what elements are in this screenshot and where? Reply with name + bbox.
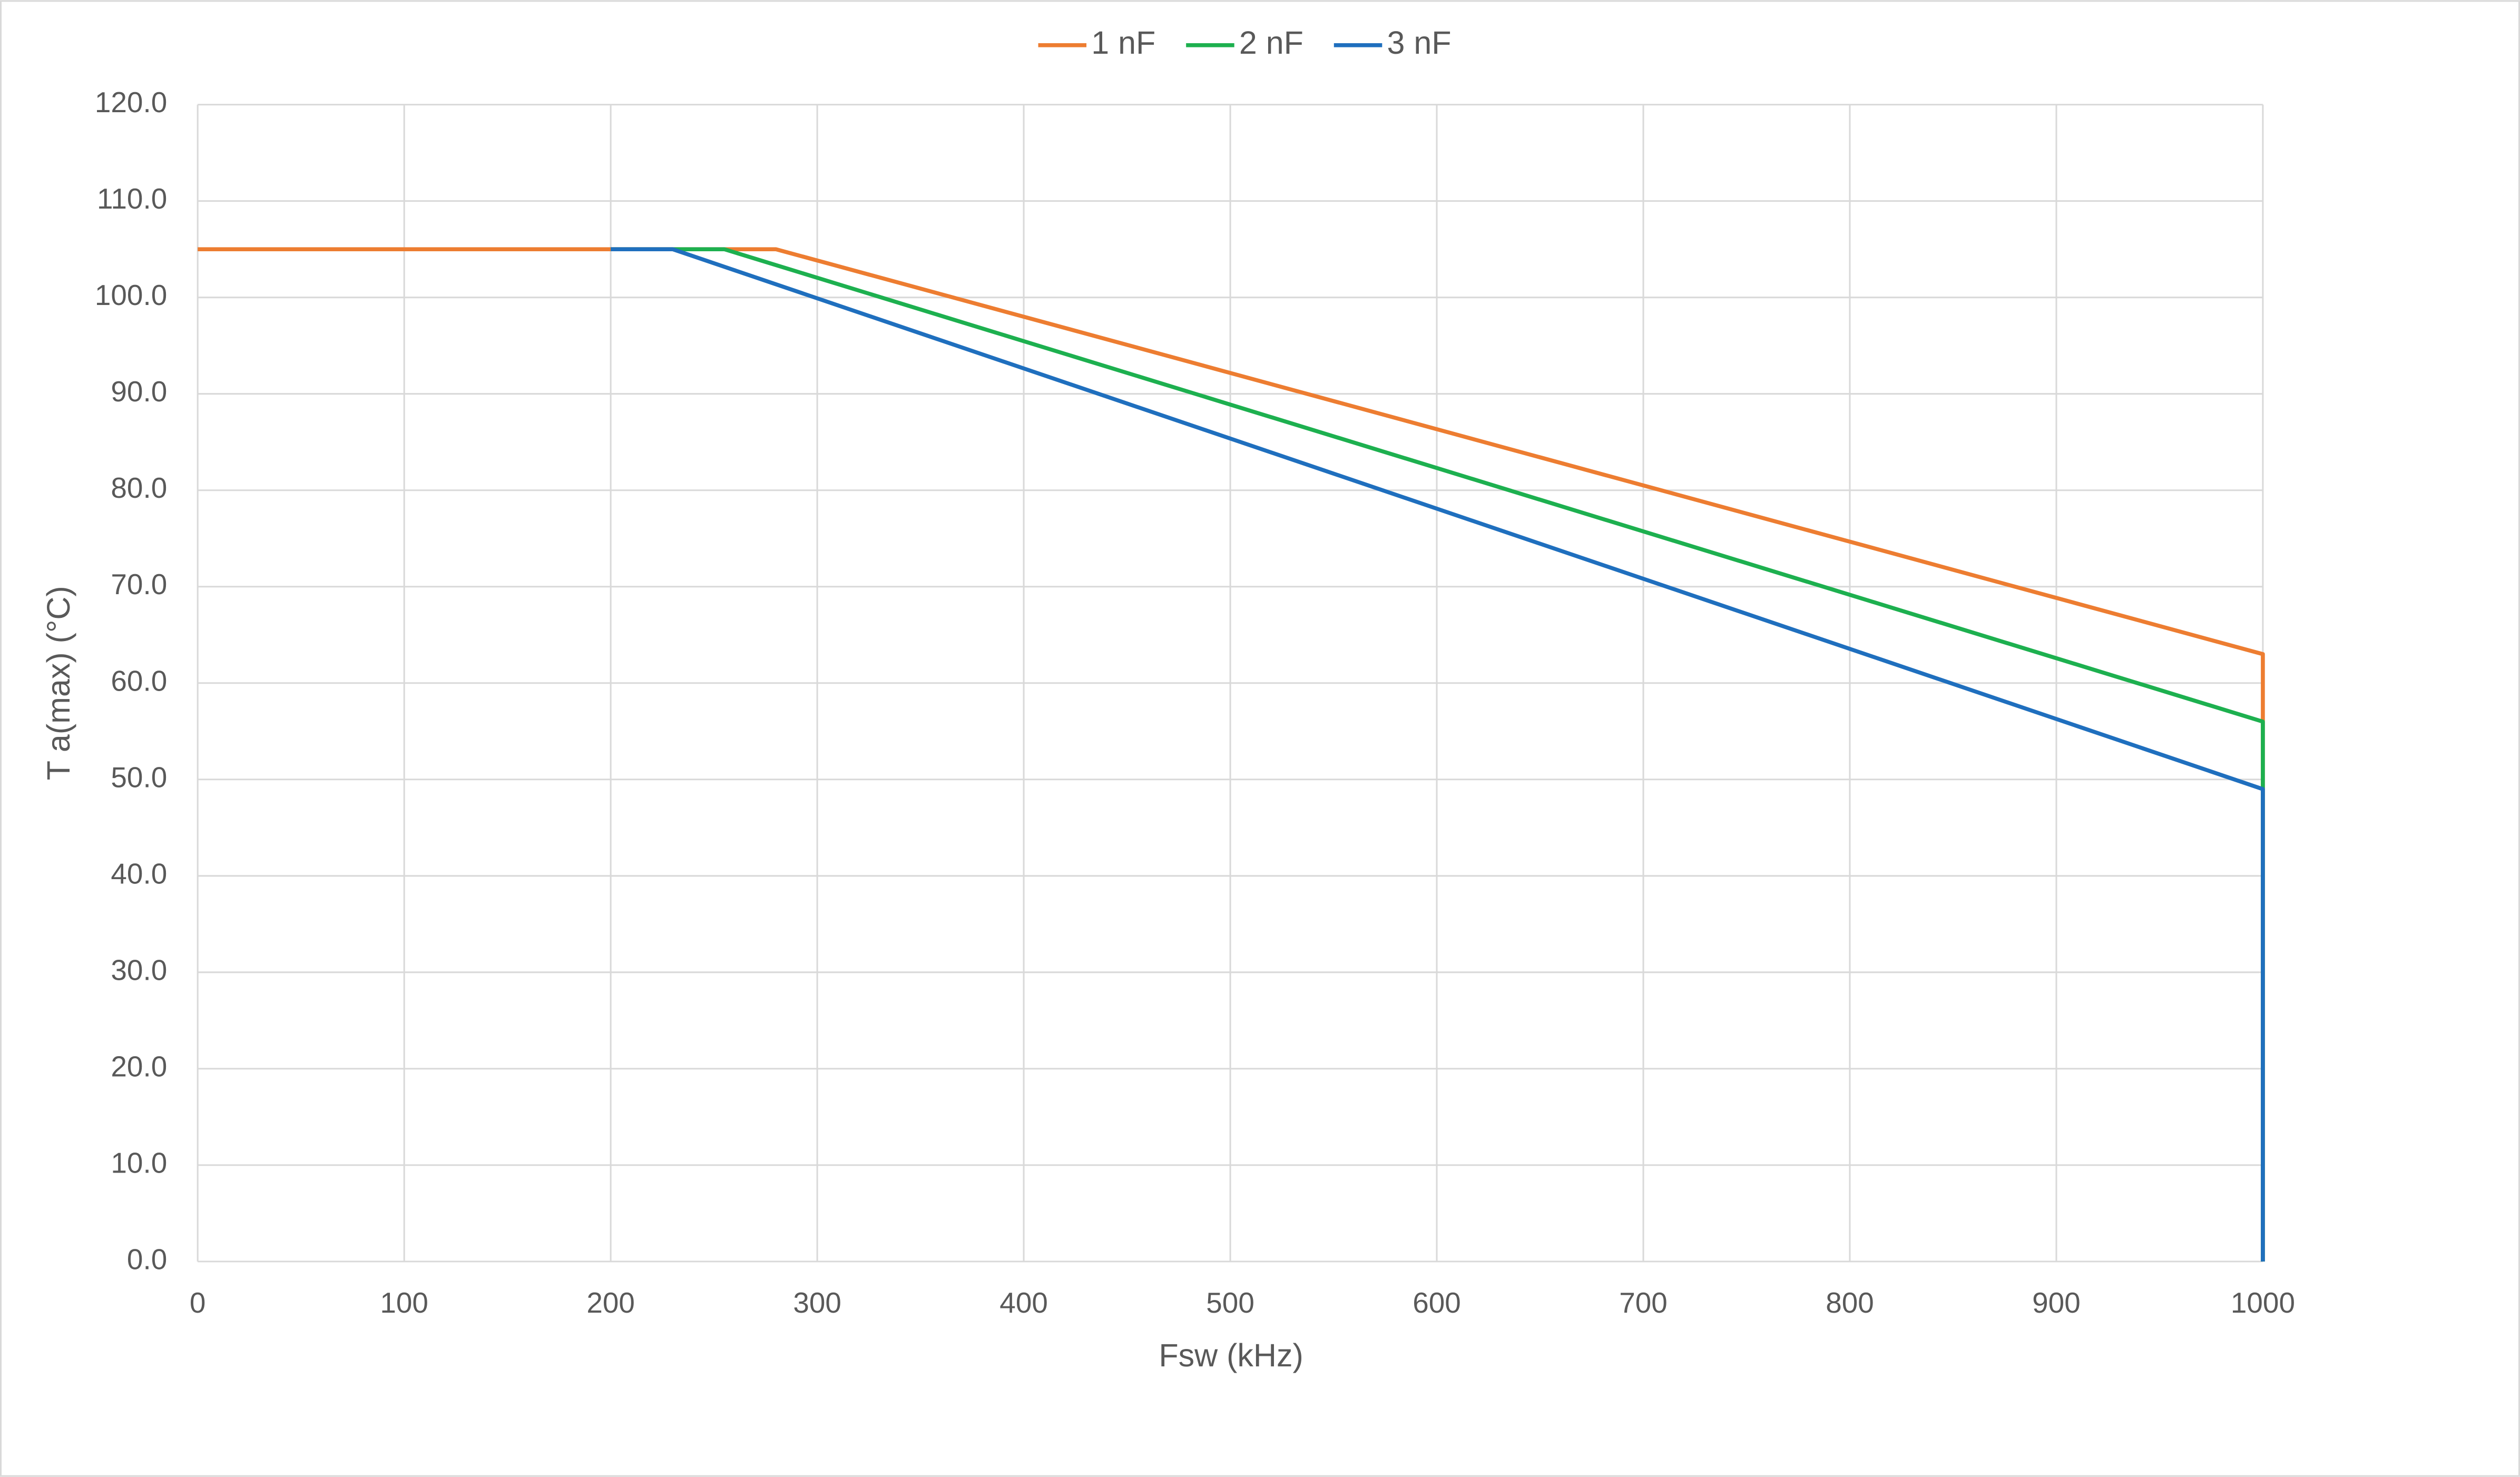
legend: 1 nF 2 nF 3 nF [1038, 25, 1452, 61]
x-tick-label: 800 [1826, 1286, 1874, 1319]
x-tick-label: 400 [999, 1286, 1048, 1319]
y-tick-label: 50.0 [111, 761, 167, 793]
series-line [611, 247, 2265, 1262]
y-tick-label: 90.0 [111, 375, 167, 408]
y-axis-title: T a(max) (°C) [41, 586, 76, 780]
x-tick-label: 500 [1206, 1286, 1254, 1319]
legend-label: 3 nF [1387, 25, 1451, 61]
plot-lines [198, 247, 2265, 1262]
y-tick-label: 80.0 [111, 471, 167, 504]
y-tick-label: 30.0 [111, 953, 167, 986]
y-tick-label: 20.0 [111, 1050, 167, 1082]
labels: Fsw (kHz) T a(max) (°C) [41, 586, 1303, 1373]
x-axis-title: Fsw (kHz) [1159, 1337, 1303, 1373]
y-tick-label: 70.0 [111, 568, 167, 600]
x-tick-label: 300 [793, 1286, 841, 1319]
y-tick-label: 100.0 [95, 279, 167, 311]
y-tick-label: 110.0 [97, 182, 167, 215]
grid: 0.0 10.0 20.0 30.0 40.0 50.0 60.0 70.0 80.0 90.0 1… [95, 86, 2295, 1319]
y-tick-label: 120.0 [95, 86, 167, 119]
x-tick-label: 900 [2032, 1286, 2081, 1319]
x-tick-label: 1000 [2231, 1286, 2295, 1319]
legend-label: 2 nF [1239, 25, 1303, 61]
x-tick-label: 200 [586, 1286, 635, 1319]
y-tick-label: 0.0 [127, 1243, 167, 1275]
x-tick-label: 100 [380, 1286, 428, 1319]
y-tick-label: 40.0 [111, 857, 167, 890]
y-tick-label: 10.0 [111, 1146, 167, 1179]
x-tick-label: 0 [190, 1286, 206, 1319]
x-tick-label: 700 [1619, 1286, 1668, 1319]
x-tick-label: 600 [1413, 1286, 1461, 1319]
y-tick-label: 60.0 [111, 664, 167, 697]
legend-label: 1 nF [1091, 25, 1155, 61]
